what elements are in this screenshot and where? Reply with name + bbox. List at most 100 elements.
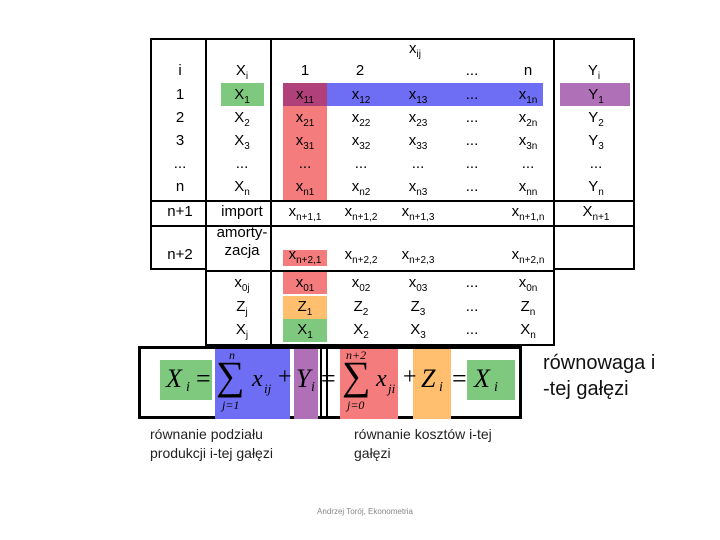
cell-col-2-base: ... [354,155,368,172]
cell-col-2: xn+2,2 [334,246,388,270]
header-i: i [178,62,182,79]
eq-left-top: n [229,348,235,362]
eq-right-xji: x [376,366,387,392]
highlight-purple-y1 [560,83,630,106]
bottom-col-n-sub: n [529,307,536,318]
row-yi: Yn [566,178,626,202]
cell-col-3-sub: 33 [416,141,428,152]
row-xi-sub: 2 [244,118,250,129]
caption-costs: równanie kosztów i-tej gałęzi [354,426,492,461]
row-xi: amorty- zacja [212,224,272,260]
row-xi-base: import [221,203,263,220]
row-index: 3 [175,132,185,149]
cell-col-1-sub: 31 [303,141,315,152]
eq-orange-z [413,349,451,419]
row-xi: import [212,203,272,221]
cell-col-dots: ... [465,132,479,149]
bottom-col-2-sub: 2 [362,307,369,318]
header-xi: Xi [235,62,249,82]
equation-box [138,346,522,419]
eq-mid-equals: = [321,364,336,393]
cell-col-2-base: x [351,178,360,195]
highlight-blue-row [283,83,543,106]
bottom-col-2-base: Z [353,298,363,315]
bottom-col-2-sub: 2 [363,330,369,341]
row-xi: ... [212,155,272,173]
eq-right-equals: = [452,364,467,393]
eq-green-right [467,360,515,400]
cell-col-n-sub: nn [526,187,538,198]
row-xi-base: amorty- zacja [216,224,268,259]
cell-col-2: ... [334,155,388,173]
eq-right-top: n+2 [346,348,367,362]
cell-col-3-sub: 13 [416,95,428,106]
bottom-col-3: Z3 [390,298,446,322]
cell-col-2-sub: 12 [359,95,371,106]
eq-left-xij: x [252,366,263,392]
bottom-col-n-sub: n [530,330,536,341]
cell-col-dots: ... [465,178,479,195]
cell-col-n-base: x [518,86,527,103]
highlight-red-n1 [283,250,327,266]
cell-col-n-base: ... [521,155,535,172]
row-xi-base: X [234,86,245,103]
bottom-col-n-base: X [520,321,531,338]
highlight-purple-red-overlap [283,83,327,106]
cell-col-1-base: x [296,86,304,103]
cell-col-n-base: x [518,178,527,195]
eq-left-equals: = [196,364,211,393]
cell-col-1-sub: n1 [303,187,315,198]
cell-col-3-base: ... [411,155,425,172]
bottom-col-2-sub: 02 [359,283,371,294]
bottom-col-1: X1 [278,321,332,345]
bottom-col-dots: ... [465,321,479,338]
cell-col-n-base: x [518,109,527,126]
bottom-label-sub: j [245,330,249,341]
row-xi-base: X [234,178,245,195]
cell-col-3-sub: n+2,3 [409,255,435,266]
header-yi: Yi [587,62,601,82]
row-xi-base: X [234,132,245,149]
bottom-col-dots: ... [465,298,479,315]
cell-col-1-sub: n+1,1 [296,212,322,223]
header-col-2: 2 [355,62,365,79]
cell-col-3-base: x [408,86,417,103]
row-xi: X1 [212,86,272,110]
bottom-col-2: X2 [334,321,388,345]
eq-right-z: Z [421,364,436,393]
bottom-col-3-base: Z [410,298,420,315]
cell-col-2-base: x [351,132,360,149]
cell-col-1-sub: n+2,1 [296,255,322,266]
bottom-label-sub: j [245,307,248,318]
cell-col-1-base: x [295,132,304,149]
bottom-col-1: Z1 [278,298,332,322]
header-col-n: n [523,62,533,79]
cell-col-n-sub: 1n [526,95,538,106]
cell-col-n-sub: 2n [526,118,538,129]
cell-col-3-sub: 23 [416,118,428,129]
cell-col-2-sub: n2 [359,187,371,198]
cell-col-3-base: x [408,132,417,149]
footer-author: Andrzej Torój, Ekonometria [317,507,413,516]
eq-left-plus: + [278,364,292,390]
cell-col-dots: ... [465,86,479,103]
row-xi: X3 [212,132,272,156]
cell-col-2-sub: 22 [359,118,371,129]
cell-col-n: x1n [500,86,556,110]
row-yi: ... [566,155,626,173]
cell-col-1-sub: 11 [303,95,314,106]
bottom-col-n: x0n [500,274,556,298]
row-index: n+1 [167,203,193,220]
eq-left-ij: ij [264,381,272,396]
cell-col-2: x22 [334,109,388,133]
bottom-col-dots: ... [465,274,479,291]
eq-right-sigma: ∑ [342,353,371,398]
caption-balance: równowaga i -tej gałęzi [543,352,656,400]
eq-right-xi: i [494,380,498,395]
cell-col-n-base: x [511,246,520,263]
bottom-col-1-base: x [295,274,304,291]
caption-split: równanie podziału produkcji i-tej gałęzi [150,426,273,461]
cell-col-1-base: x [288,203,297,220]
cell-col-3: x13 [390,86,446,110]
row-index: ... [173,155,187,172]
